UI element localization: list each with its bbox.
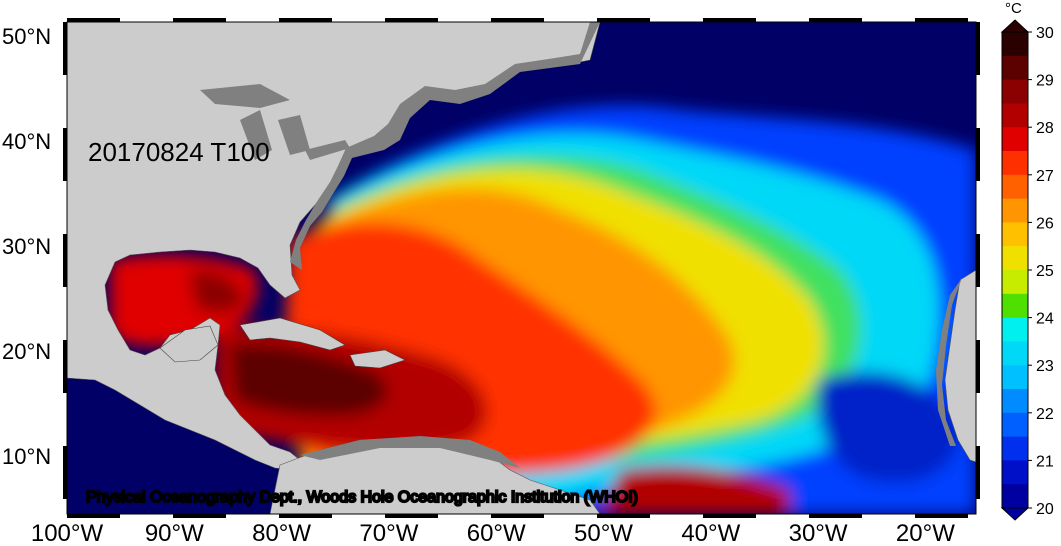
lon-label: 80°W [252,520,311,546]
border-tick [279,18,332,22]
colorbar: 30 29 28 27 26 25 24 23 22 21 20 [1000,19,1054,521]
colorbar-swatch [1002,198,1028,223]
date-stamp: 20170824 T100 [88,137,270,167]
lat-label: 20°N [2,339,51,364]
great-lakes [200,84,350,160]
colorbar-tick-label: 27 [1036,168,1054,185]
border-tick [67,514,120,518]
border-tick [915,514,968,518]
colorbar-tick-label: 22 [1036,406,1054,423]
lat-label: 30°N [2,234,51,259]
border-tick [491,514,544,518]
border-tick [976,340,980,393]
colorbar-tick-label: 26 [1036,215,1054,232]
colorbar-tick-label: 30 [1036,25,1054,42]
colorbar-swatch [1002,460,1028,485]
colorbar-swatch [1002,174,1028,200]
lat-label: 40°N [2,129,51,154]
colorbar-swatch [1002,436,1028,461]
border-tick [976,234,980,287]
lon-label: 90°W [145,520,204,546]
colorbar-tick-label: 28 [1036,120,1054,137]
lon-label: 70°W [359,520,418,546]
border-tick [597,514,650,518]
lat-label: 10°N [2,444,51,469]
border-tick [385,514,438,518]
lon-label: 20°W [896,520,955,546]
lon-label: 60°W [467,520,526,546]
colorbar-top-arrow [1000,19,1030,33]
colorbar-swatch [1002,341,1028,366]
border-ticks [63,18,980,518]
map-plot-area [67,22,976,514]
colorbar-tick-label: 20 [1036,501,1054,518]
colorbar-swatch [1002,246,1028,271]
colorbar-swatch [1002,365,1028,390]
border-tick [976,446,980,499]
border-tick [703,18,756,22]
border-tick [173,18,226,22]
border-tick [67,18,120,22]
data-void-africa [936,278,962,446]
colorbar-tick-label: 29 [1036,73,1054,90]
colorbar-tick-label: 21 [1036,453,1054,470]
colorbar-swatch [1002,222,1028,247]
colorbar-swatch [1002,484,1028,509]
border-tick [385,18,438,22]
land-yucatan [159,325,219,363]
colorbar-swatch [1002,151,1028,176]
colorbar-swatch [1002,317,1028,342]
land-cuba [239,317,346,351]
lon-label: 100°W [31,520,104,546]
lon-label: 40°W [681,520,740,546]
border-tick [279,514,332,518]
border-tick [63,446,67,499]
colorbar-swatch [1002,412,1028,438]
border-tick [63,128,67,181]
colorbar-unit: °C [1005,0,1022,17]
lat-label: 50°N [2,24,51,49]
border-tick [597,18,650,22]
colorbar-swatch [1002,270,1028,295]
border-tick [63,22,67,75]
data-void-band [290,22,600,270]
colorbar-bottom-arrow [1000,507,1030,521]
colorbar-tick-label: 24 [1036,311,1054,328]
border-tick [703,514,756,518]
border-tick [63,234,67,287]
border-tick [173,514,226,518]
latitude-labels: 50°N 40°N 30°N 20°N 10°N [2,24,51,469]
border-tick [809,514,862,518]
colorbar-swatch [1002,55,1028,81]
land-hispaniola [349,349,406,369]
border-tick [809,18,862,22]
colorbar-tick-label: 23 [1036,358,1054,375]
colorbar-swatch [1002,32,1028,57]
colorbar-tick-label: 25 [1036,263,1054,280]
lon-label: 50°W [574,520,633,546]
colorbar-swatch [1002,293,1028,319]
longitude-labels: 100°W 90°W 80°W 70°W 60°W 50°W 40°W 30°W 20°W [31,520,955,546]
land-africa [944,269,976,463]
lon-label: 30°W [789,520,848,546]
border-tick [491,18,544,22]
border-tick [915,18,968,22]
colorbar-swatch [1002,79,1028,104]
border-tick [63,340,67,393]
credit-text: Physical Oceanography Dept., Woods Hole … [86,489,638,506]
sst-field [110,105,976,514]
colorbar-swatch [1002,103,1028,128]
border-tick [976,22,980,75]
border-tick [976,128,980,181]
colorbar-swatch [1002,389,1028,414]
data-void-south [300,436,520,468]
colorbar-swatch [1002,127,1028,152]
